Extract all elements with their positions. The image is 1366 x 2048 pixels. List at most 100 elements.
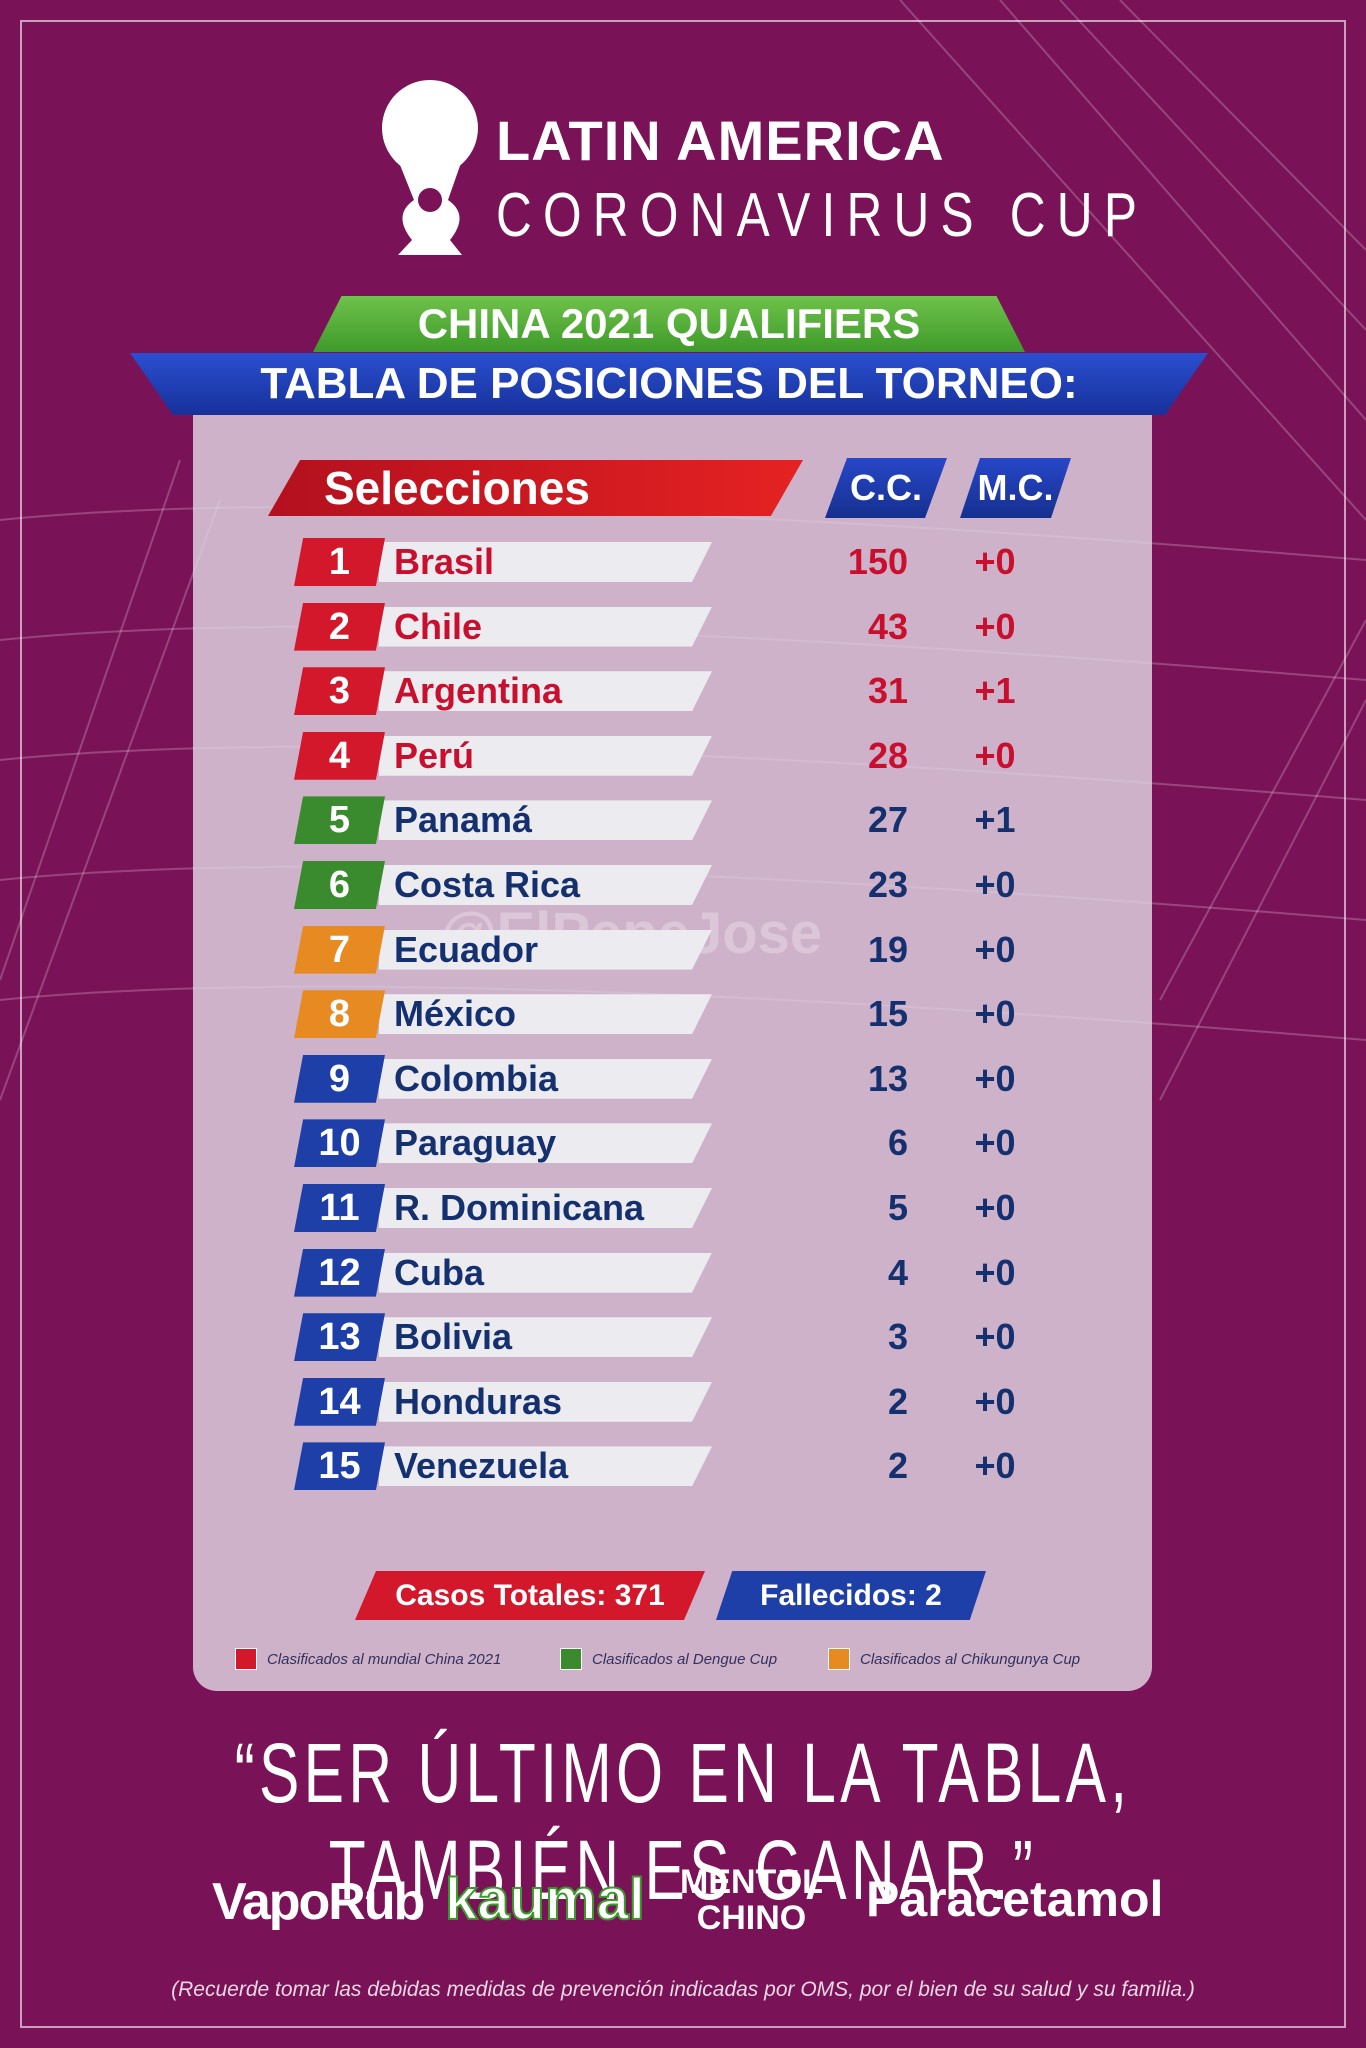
deaths: +0 <box>974 734 1016 776</box>
legend-swatch <box>560 1648 582 1670</box>
cases: 6 <box>887 1122 908 1164</box>
deaths: +0 <box>974 1122 1016 1164</box>
rank-badge: 11 <box>294 1184 385 1232</box>
team-name: Venezuela <box>394 1445 569 1487</box>
cases: 2 <box>887 1445 908 1487</box>
team-name: R. Dominicana <box>394 1187 645 1228</box>
legend-swatch <box>828 1648 850 1670</box>
deaths: +0 <box>974 1057 1016 1099</box>
title-line1: LATIN AMERICA <box>496 109 945 172</box>
team-name: Panamá <box>394 799 533 841</box>
name-bar <box>379 1188 712 1228</box>
legend-label: Clasificados al Dengue Cup <box>592 1650 778 1668</box>
team-name: Bolivia <box>394 1316 513 1358</box>
cases: 19 <box>867 928 908 970</box>
cases: 13 <box>867 1057 908 1099</box>
cases: 4 <box>887 1251 908 1293</box>
cases: 31 <box>867 670 908 712</box>
legend-label: Clasificados al mundial China 2021 <box>267 1650 502 1668</box>
name-bar <box>379 735 712 776</box>
cases: 23 <box>867 864 908 905</box>
name-bar <box>379 542 712 582</box>
total-cases: Casos Totales: 371 <box>355 1571 705 1620</box>
rank-badge: 8 <box>294 990 385 1039</box>
team-name: Paraguay <box>394 1122 557 1164</box>
name-bar <box>379 1252 712 1293</box>
team-name: Costa Rica <box>394 864 581 905</box>
cases: 5 <box>887 1187 908 1228</box>
total-deaths: Fallecidos: 2 <box>716 1571 986 1620</box>
team-name: México <box>394 993 517 1035</box>
team-name: Ecuador <box>394 928 539 970</box>
rank-badge: 15 <box>294 1442 385 1491</box>
rank-badge: 7 <box>294 925 385 974</box>
legend-swatch <box>235 1648 257 1670</box>
deaths: +0 <box>974 1445 1016 1487</box>
name-bar <box>379 671 712 712</box>
team-name: Colombia <box>394 1057 559 1099</box>
cases: 15 <box>867 993 908 1035</box>
cases: 43 <box>867 605 908 647</box>
column-header: C.C. <box>825 458 947 518</box>
name-bar <box>379 1058 712 1099</box>
name-bar <box>379 1446 712 1487</box>
deaths: +0 <box>974 541 1016 582</box>
rank-badge: 10 <box>294 1119 385 1168</box>
team-name: Chile <box>394 605 483 647</box>
quote: “SER ÚLTIMO EN LA TABLA, TAMBIÉN ES GANA… <box>234 1726 1132 1917</box>
cases: 28 <box>867 734 908 776</box>
rank-badge: 12 <box>294 1248 385 1297</box>
rank-badge: 5 <box>294 796 385 845</box>
name-bar <box>379 1381 712 1422</box>
rank-badge: 1 <box>294 538 385 586</box>
rank-badge: 14 <box>294 1377 385 1426</box>
deaths: +1 <box>974 670 1016 712</box>
name-bar <box>379 994 712 1035</box>
rank-badge: 6 <box>294 861 385 909</box>
legend-label: Clasificados al Chikungunya Cup <box>860 1650 1081 1668</box>
deaths: +0 <box>974 928 1016 970</box>
name-bar <box>379 1123 712 1164</box>
cases: 150 <box>847 541 908 582</box>
frame <box>20 20 1346 2028</box>
name-bar <box>379 865 712 905</box>
sponsor: VapoRub <box>212 1873 425 1931</box>
deaths: +1 <box>974 799 1016 841</box>
cases: 27 <box>867 799 908 841</box>
rank-badge: 3 <box>294 667 385 716</box>
team-name: Perú <box>394 734 475 776</box>
legend-item: Clasificados al Dengue Cup <box>560 1648 777 1670</box>
cases: 3 <box>887 1316 908 1358</box>
banner-table: TABLA DE POSICIONES DEL TORNEO: <box>130 353 1208 415</box>
rank-badge: 9 <box>294 1054 385 1103</box>
deaths: +0 <box>974 1251 1016 1293</box>
team-name: Cuba <box>394 1251 484 1293</box>
team-name: Argentina <box>394 670 563 712</box>
banner-qualifiers: CHINA 2021 QUALIFIERS <box>313 296 1025 352</box>
rank-badge: 2 <box>294 602 385 651</box>
name-bar <box>379 929 712 970</box>
legend-item: Clasificados al mundial China 2021 <box>235 1648 501 1670</box>
name-bar <box>379 606 712 647</box>
deaths: +0 <box>974 864 1016 905</box>
deaths: +0 <box>974 605 1016 647</box>
name-bar <box>379 1317 712 1358</box>
title-line2: CORONAVIRUS CUP <box>496 181 1149 250</box>
deaths: +0 <box>974 1187 1016 1228</box>
sponsor: kaumal <box>444 1866 646 1933</box>
legend-item: Clasificados al Chikungunya Cup <box>828 1648 1080 1670</box>
team-name: Brasil <box>394 541 495 582</box>
deaths: +0 <box>974 1316 1016 1358</box>
footer-note: (Recuerde tomar las debidas medidas de p… <box>171 1978 1195 2001</box>
cases: 2 <box>887 1380 908 1422</box>
sponsor: Paracetamol <box>866 1871 1164 1927</box>
column-header: Selecciones <box>268 460 803 516</box>
column-header: M.C. <box>960 458 1071 518</box>
rank-badge: 4 <box>294 731 385 780</box>
team-name: Honduras <box>394 1380 563 1422</box>
deaths: +0 <box>974 993 1016 1035</box>
rank-badge: 13 <box>294 1313 385 1362</box>
deaths: +0 <box>974 1380 1016 1422</box>
sponsor: MENTOL CHINO <box>680 1863 823 1937</box>
